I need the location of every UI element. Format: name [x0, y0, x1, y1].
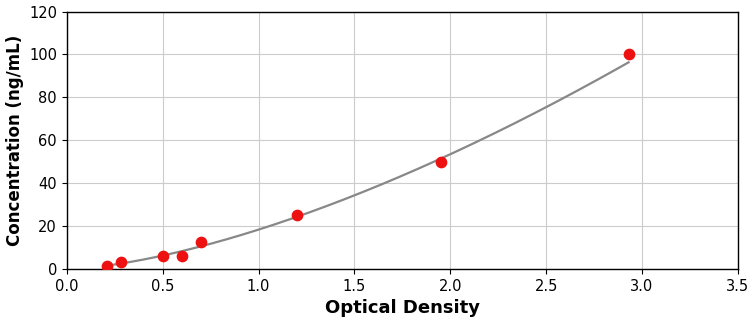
Y-axis label: Concentration (ng/mL): Concentration (ng/mL) [5, 35, 23, 246]
Point [101, 263, 113, 268]
Point [115, 260, 127, 265]
Point [195, 240, 207, 245]
X-axis label: Optical Density: Optical Density [325, 299, 480, 318]
Point [176, 253, 188, 258]
Point [435, 159, 447, 164]
Point [623, 52, 635, 57]
Point [156, 253, 168, 258]
Point [291, 213, 303, 218]
